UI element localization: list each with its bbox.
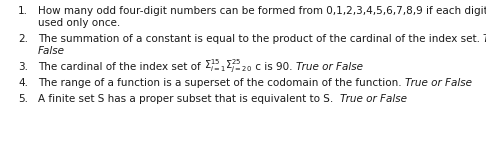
Text: $\Sigma^{15}_{i=1}\Sigma^{25}_{j=20}$: $\Sigma^{15}_{i=1}\Sigma^{25}_{j=20}$ — [204, 58, 252, 75]
Text: True or False: True or False — [340, 94, 407, 104]
Text: 4.: 4. — [18, 78, 28, 88]
Text: The summation of a constant is equal to the product of the cardinal of the index: The summation of a constant is equal to … — [38, 34, 483, 44]
Text: 3.: 3. — [18, 62, 28, 72]
Text: The range of a function is a superset of the codomain of the function.: The range of a function is a superset of… — [38, 78, 405, 88]
Text: True or False: True or False — [295, 62, 363, 72]
Text: c is 90.: c is 90. — [252, 62, 295, 72]
Text: False: False — [38, 46, 65, 56]
Text: True or False: True or False — [405, 78, 472, 88]
Text: True or: True or — [483, 34, 486, 44]
Text: used only once.: used only once. — [38, 18, 120, 28]
Text: How many odd four-digit numbers can be formed from 0,1,2,3,4,5,6,7,8,9 if each d: How many odd four-digit numbers can be f… — [38, 6, 486, 16]
Text: 1.: 1. — [18, 6, 28, 16]
Text: A finite set S has a proper subset that is equivalent to S.: A finite set S has a proper subset that … — [38, 94, 340, 104]
Text: The cardinal of the index set of: The cardinal of the index set of — [38, 62, 204, 72]
Text: 2.: 2. — [18, 34, 28, 44]
Text: 5.: 5. — [18, 94, 28, 104]
